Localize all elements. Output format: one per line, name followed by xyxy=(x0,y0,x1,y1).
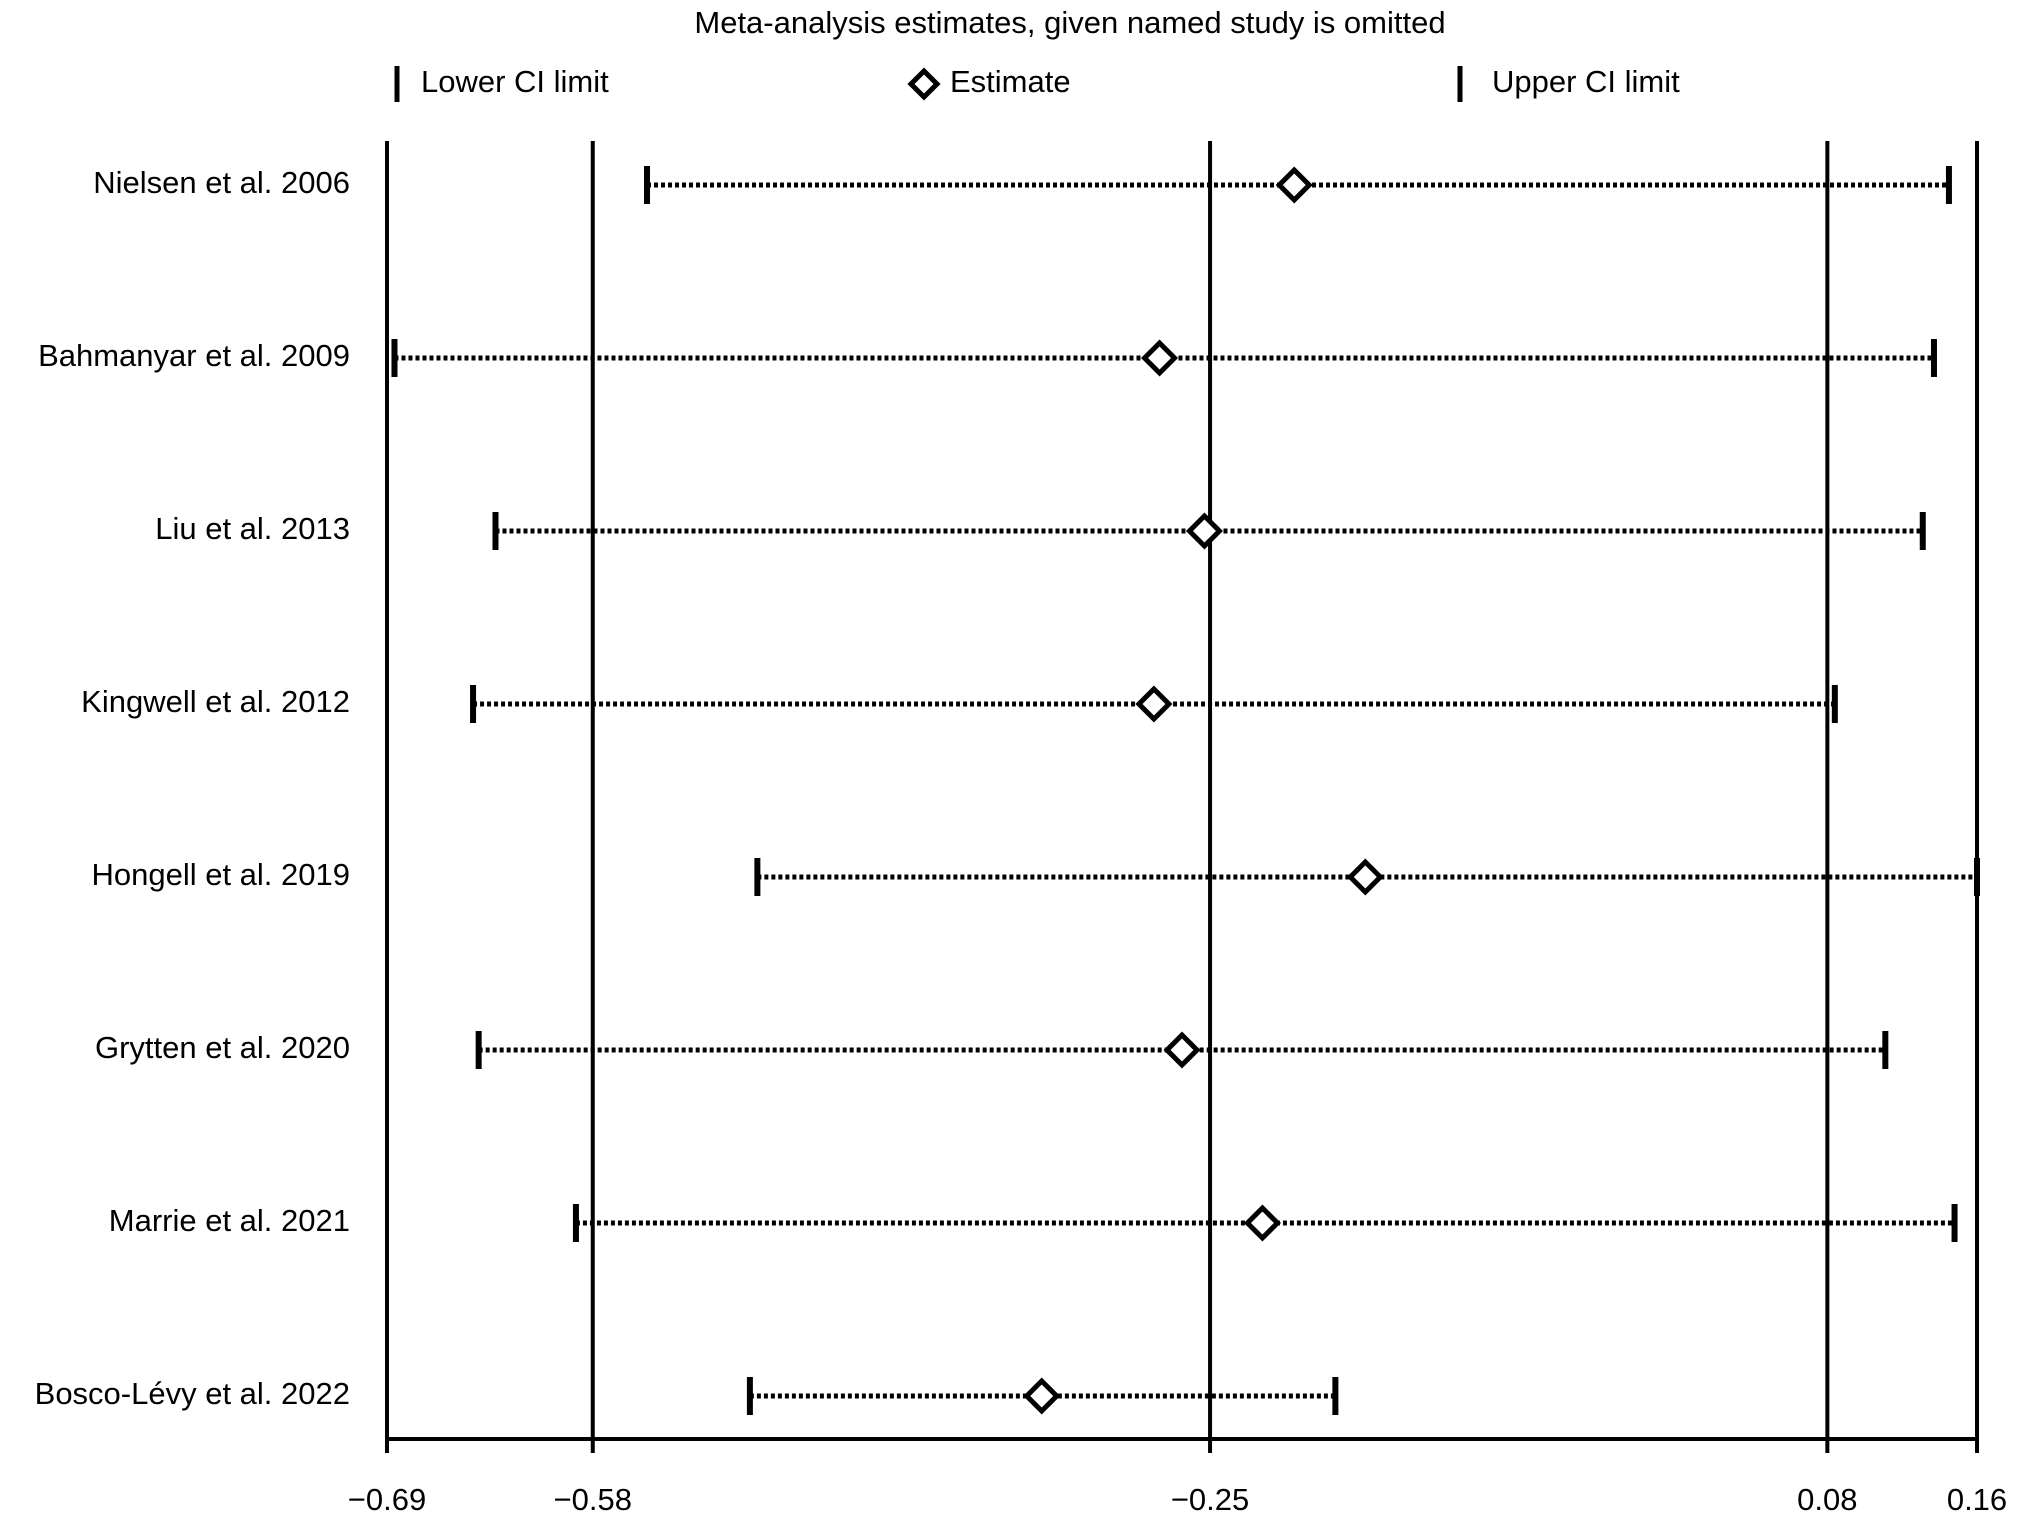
x-tick-label: −0.58 xyxy=(554,1482,632,1517)
legend-label: Estimate xyxy=(950,64,1071,99)
y-tick-label: Kingwell et al. 2012 xyxy=(81,684,350,719)
x-tick-label: 0.16 xyxy=(1947,1482,2007,1517)
estimate xyxy=(1275,166,1313,204)
y-tick-label: Hongell et al. 2019 xyxy=(91,857,350,892)
legend-label: Lower CI limit xyxy=(421,64,609,99)
estimate xyxy=(1023,1377,1061,1415)
x-tick-label: −0.25 xyxy=(1171,1482,1249,1517)
y-tick-label: Bahmanyar et al. 2009 xyxy=(38,338,350,373)
y-tick-label: Bosco-Lévy et al. 2022 xyxy=(35,1376,350,1411)
legend-label: Upper CI limit xyxy=(1492,64,1680,99)
x-tick-label: −0.69 xyxy=(348,1482,426,1517)
estimate xyxy=(1163,1031,1201,1069)
estimate xyxy=(1141,339,1179,377)
y-tick-label: Grytten et al. 2020 xyxy=(95,1030,350,1065)
chart-title: Meta-analysis estimates, given named stu… xyxy=(694,5,1445,40)
estimate xyxy=(1243,1204,1281,1242)
x-tick-label: 0.08 xyxy=(1797,1482,1857,1517)
estimate xyxy=(1135,685,1173,723)
y-tick-label: Liu et al. 2013 xyxy=(155,511,350,546)
y-tick-label: Marrie et al. 2021 xyxy=(109,1203,350,1238)
estimate xyxy=(1185,512,1223,550)
estimate xyxy=(1346,858,1384,896)
y-tick-label: Nielsen et al. 2006 xyxy=(93,165,350,200)
legend-marker xyxy=(907,67,941,101)
